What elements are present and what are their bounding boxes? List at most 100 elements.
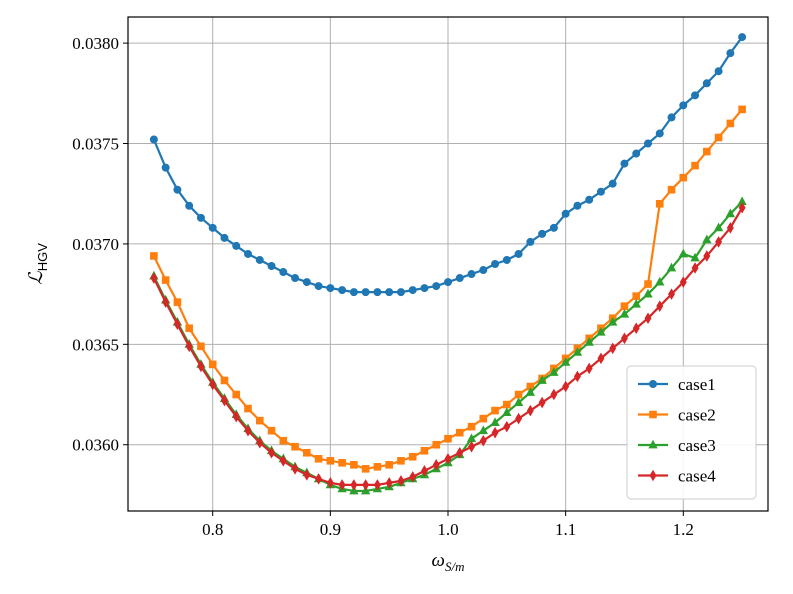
data-point-case1 bbox=[655, 129, 664, 138]
data-point-case4 bbox=[162, 296, 170, 308]
data-point-case4 bbox=[644, 312, 652, 324]
series-case4 bbox=[150, 201, 746, 491]
data-point-case2 bbox=[667, 185, 676, 194]
data-point-case1 bbox=[396, 288, 405, 297]
data-point-case2 bbox=[455, 428, 464, 437]
data-point-case3 bbox=[549, 367, 559, 376]
data-point-case1 bbox=[714, 67, 723, 76]
data-point-case4 bbox=[362, 479, 370, 491]
tick-layer: 0.8 0.9 1.0 1.1 1.2 0.0360 0.0365 0.0370 0.0375 0… bbox=[72, 34, 694, 539]
data-point-case4 bbox=[679, 276, 687, 288]
data-point-case1 bbox=[173, 185, 182, 194]
data-point-case3 bbox=[725, 208, 736, 218]
data-point-case1 bbox=[196, 213, 205, 222]
data-point-case1 bbox=[596, 187, 605, 196]
data-point-case3 bbox=[678, 248, 688, 258]
data-point-case1 bbox=[679, 101, 688, 110]
data-point-case2 bbox=[314, 454, 323, 463]
data-point-case3 bbox=[502, 407, 512, 417]
data-point-case4 bbox=[668, 288, 675, 300]
data-point-case2 bbox=[255, 416, 264, 425]
data-point-case2 bbox=[738, 105, 746, 114]
data-point-case1 bbox=[467, 270, 476, 279]
data-point-case4 bbox=[303, 469, 311, 481]
data-point-case2 bbox=[150, 252, 158, 260]
data-point-case2 bbox=[408, 452, 417, 461]
data-point-case4 bbox=[385, 477, 393, 489]
data-point-case1 bbox=[502, 255, 511, 264]
legend-item-case4: case4 bbox=[638, 467, 716, 486]
data-point-case4 bbox=[373, 479, 381, 491]
data-point-case4 bbox=[397, 475, 405, 487]
data-point-case1 bbox=[291, 274, 300, 283]
data-point-case1 bbox=[185, 201, 194, 210]
data-point-case1 bbox=[208, 223, 217, 232]
data-point-case2 bbox=[185, 324, 193, 333]
data-point-case4 bbox=[256, 436, 264, 449]
data-point-case2 bbox=[691, 161, 699, 170]
data-point-case3 bbox=[596, 327, 606, 336]
data-point-case1 bbox=[349, 288, 358, 297]
data-point-case2 bbox=[491, 406, 499, 415]
legend-swatch-marker bbox=[649, 469, 657, 482]
y-tick-label: 0.0370 bbox=[72, 235, 119, 254]
data-point-case1 bbox=[243, 249, 252, 258]
legend-label: case4 bbox=[678, 467, 716, 486]
data-point-case2 bbox=[432, 440, 441, 449]
data-point-case2 bbox=[173, 298, 182, 306]
data-point-case3 bbox=[560, 357, 571, 366]
data-point-case2 bbox=[503, 400, 511, 409]
data-point-case2 bbox=[303, 448, 311, 457]
data-point-case4 bbox=[432, 459, 440, 471]
data-point-case2 bbox=[161, 276, 170, 284]
data-point-case4 bbox=[444, 453, 452, 465]
legend-box bbox=[626, 365, 757, 500]
x-tick-label: 0.9 bbox=[320, 520, 341, 539]
data-point-case4 bbox=[621, 332, 628, 345]
data-point-case1 bbox=[443, 278, 452, 287]
data-point-case2 bbox=[279, 436, 288, 445]
series-case1 bbox=[149, 33, 747, 297]
legend-item-case3: case3 bbox=[638, 436, 716, 455]
data-point-case4 bbox=[738, 201, 746, 214]
data-point-case3 bbox=[690, 252, 700, 262]
data-point-case4 bbox=[221, 394, 228, 407]
data-point-case1 bbox=[373, 288, 382, 297]
x-axis-label: ωS/m bbox=[432, 550, 465, 574]
data-point-case4 bbox=[526, 404, 534, 417]
data-point-case1 bbox=[691, 91, 700, 100]
data-point-case4 bbox=[468, 440, 475, 453]
data-point-case1 bbox=[538, 229, 547, 238]
data-point-case4 bbox=[491, 426, 499, 439]
legend: case1 case2 case3 case4 bbox=[626, 365, 757, 500]
data-point-case2 bbox=[726, 119, 735, 128]
data-point-case4 bbox=[150, 272, 158, 284]
data-point-case1 bbox=[620, 159, 629, 168]
data-point-case1 bbox=[549, 223, 558, 232]
data-point-case4 bbox=[656, 300, 664, 312]
grid-layer bbox=[128, 17, 768, 511]
x-tick-label: 1.1 bbox=[555, 520, 576, 539]
data-point-case2 bbox=[267, 426, 276, 435]
data-point-case1 bbox=[408, 286, 417, 295]
data-point-case2 bbox=[655, 199, 664, 208]
data-point-case2 bbox=[291, 442, 299, 451]
data-point-case4 bbox=[479, 434, 487, 447]
data-point-case3 bbox=[525, 387, 536, 396]
data-point-case4 bbox=[585, 362, 593, 375]
data-point-case1 bbox=[385, 288, 394, 297]
data-point-case1 bbox=[632, 149, 641, 158]
data-point-case3 bbox=[619, 308, 630, 318]
data-point-case3 bbox=[478, 425, 488, 435]
legend-item-case1: case1 bbox=[638, 375, 716, 394]
data-point-case2 bbox=[514, 390, 523, 399]
data-point-case4 bbox=[279, 455, 287, 467]
data-point-case4 bbox=[538, 396, 546, 409]
data-point-case4 bbox=[350, 479, 358, 491]
data-point-case1 bbox=[361, 288, 370, 297]
data-point-case4 bbox=[291, 463, 299, 475]
y-tick-label: 0.0380 bbox=[72, 34, 119, 53]
legend-item-case2: case2 bbox=[638, 406, 716, 425]
data-point-case2 bbox=[197, 342, 205, 351]
